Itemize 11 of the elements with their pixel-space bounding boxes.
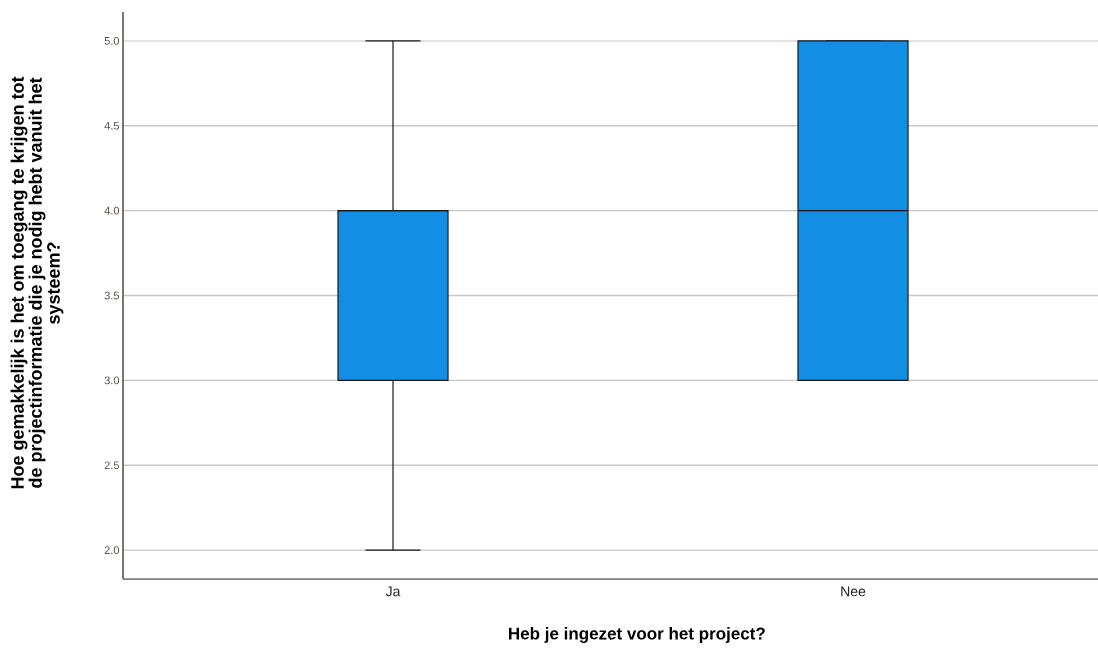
y-tick-label: 3.0 <box>104 376 120 385</box>
y-tick-label: 4.5 <box>104 121 119 130</box>
y-tick-label: 3.5 <box>104 291 119 300</box>
y-tick-label: 2.0 <box>104 546 120 555</box>
x-axis-title: Heb je ingezet voor het project? <box>509 627 765 643</box>
y-tick-label: 2.5 <box>104 461 119 470</box>
y-tick-label: 4.0 <box>104 206 120 215</box>
x-tick-label: Ja <box>385 586 401 597</box>
y-axis-title: Hoe gemakkelijk is het om toegang te krijgen tot de projectinformatie die je nodig hebt vanuit het systeem? <box>10 76 64 489</box>
x-tick-label: Nee <box>841 586 866 597</box>
y-tick-label: 5.0 <box>104 36 120 45</box>
